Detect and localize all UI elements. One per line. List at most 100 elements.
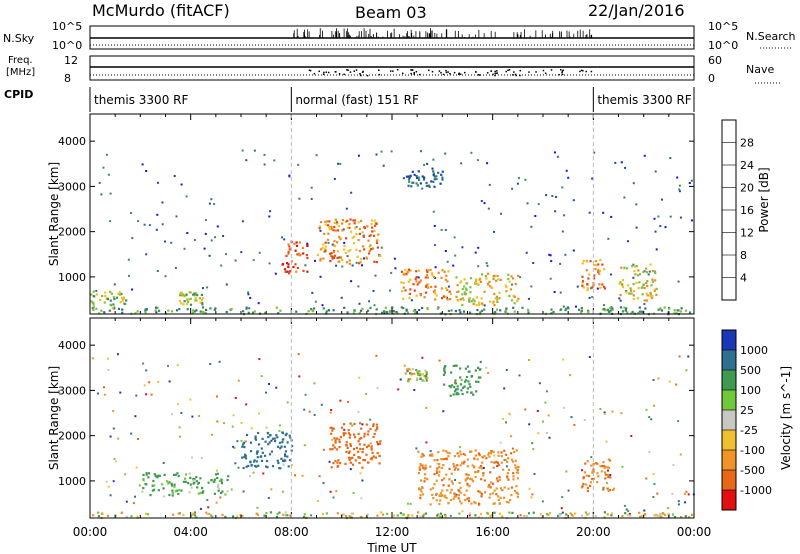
data-cell — [234, 259, 237, 262]
data-cell — [654, 514, 658, 517]
data-cell — [253, 459, 256, 462]
data-cell — [370, 448, 373, 451]
data-cell — [349, 433, 352, 436]
data-cell — [323, 232, 326, 235]
velocity-swatch — [722, 350, 736, 371]
data-cell — [607, 458, 610, 461]
data-cell — [429, 450, 432, 453]
data-cell — [370, 446, 373, 449]
data-cell — [597, 263, 600, 266]
data-cell — [527, 512, 531, 515]
data-cell — [623, 196, 626, 199]
data-cell — [250, 463, 253, 467]
data-cell — [125, 515, 128, 518]
data-cell — [526, 202, 529, 205]
data-cell — [473, 466, 476, 469]
data-cell — [324, 220, 327, 223]
data-cell — [184, 473, 188, 476]
data-cell — [516, 495, 519, 498]
data-cell — [130, 515, 133, 518]
data-cell — [521, 306, 524, 309]
data-cell — [418, 370, 421, 373]
data-cell — [162, 487, 165, 490]
data-cell — [119, 301, 122, 304]
data-cell — [505, 501, 508, 504]
data-cell — [358, 443, 361, 446]
colorbar-frame — [721, 329, 737, 511]
data-cell — [337, 459, 340, 462]
data-cell — [327, 232, 330, 235]
data-cell — [357, 285, 360, 288]
data-cell — [242, 490, 245, 493]
data-cell — [357, 456, 360, 459]
nsearch-label: N.Search — [746, 30, 796, 43]
data-cell — [593, 263, 596, 267]
data-cell — [586, 283, 589, 286]
freq-dot — [308, 69, 311, 71]
data-cell — [355, 248, 358, 251]
freq-dot — [323, 71, 325, 74]
data-cell — [587, 512, 590, 515]
data-cell — [576, 285, 579, 288]
data-cell — [341, 229, 344, 232]
data-cell — [462, 298, 465, 302]
data-cell — [650, 284, 653, 287]
data-cell — [409, 502, 412, 505]
data-cell — [306, 242, 309, 245]
data-cell — [442, 464, 445, 467]
data-cell — [358, 461, 361, 465]
data-cell — [155, 306, 158, 309]
data-cell — [348, 450, 351, 453]
data-cell — [220, 479, 223, 482]
data-cell — [673, 515, 677, 519]
data-cell — [104, 291, 107, 294]
data-cell — [127, 258, 130, 261]
data-cell — [90, 300, 93, 303]
data-cell — [489, 300, 492, 303]
data-cell — [581, 280, 585, 283]
data-cell — [338, 256, 341, 259]
data-cell — [643, 513, 646, 516]
data-cell — [324, 245, 327, 248]
data-cell — [310, 514, 313, 517]
data-cell — [180, 489, 183, 492]
data-cell — [198, 415, 201, 417]
data-cell — [564, 309, 567, 312]
data-cell — [191, 415, 194, 418]
freq-dot — [361, 71, 364, 73]
data-cell — [548, 512, 552, 515]
data-cell — [453, 385, 456, 389]
data-cell — [282, 463, 285, 466]
data-cell — [107, 485, 110, 488]
data-cell — [408, 180, 411, 183]
data-cell — [667, 507, 670, 510]
data-cell — [661, 198, 663, 201]
data-cell — [276, 512, 279, 516]
data-cell — [405, 309, 408, 312]
data-cell — [516, 300, 519, 303]
data-cell — [445, 274, 448, 277]
data-cell — [245, 433, 249, 436]
data-cell — [554, 210, 557, 213]
data-cell — [252, 471, 255, 474]
data-cell — [474, 280, 478, 283]
data-cell — [292, 265, 295, 269]
data-cell — [456, 464, 459, 467]
data-cell — [500, 455, 503, 458]
data-cell — [174, 473, 177, 476]
data-cell — [380, 246, 383, 249]
data-cell — [433, 275, 436, 279]
data-cell — [134, 495, 136, 498]
data-cell — [690, 179, 693, 182]
data-cell — [357, 440, 360, 443]
data-cell — [470, 450, 473, 453]
data-cell — [493, 230, 495, 233]
data-cell — [347, 250, 350, 253]
data-cell — [176, 364, 179, 367]
data-cell — [583, 471, 587, 474]
data-cell — [280, 457, 283, 460]
data-cell — [480, 273, 484, 276]
data-cell — [344, 462, 347, 465]
data-cell — [153, 484, 156, 487]
power-cells — [90, 149, 693, 316]
